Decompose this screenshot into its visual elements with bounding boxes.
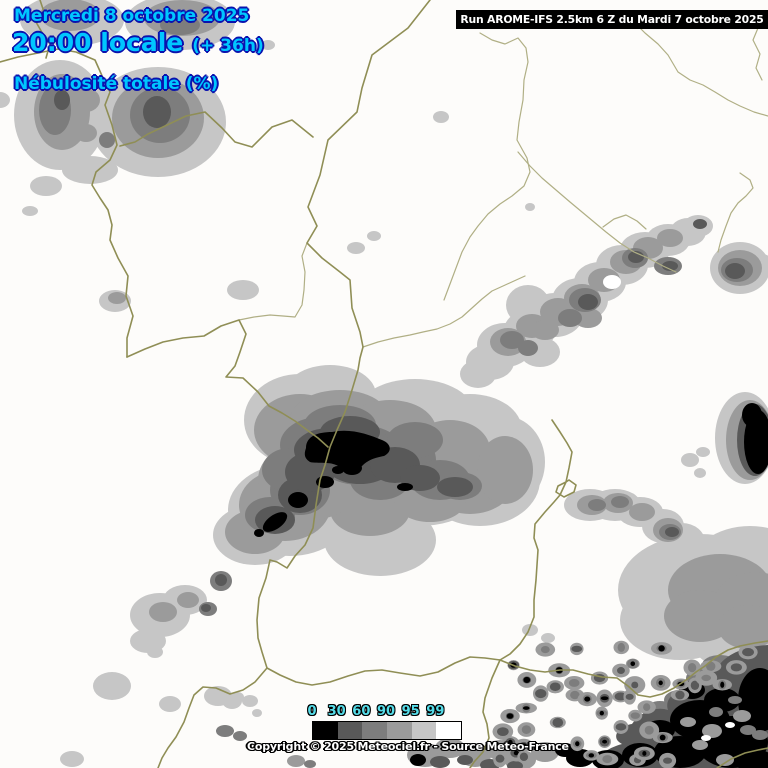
forecast-offset: (+ 36h) [192,36,264,56]
legend-label: 0 [307,704,317,719]
legend-label: 60 [352,704,371,719]
run-info-box: Run AROME-IFS 2.5km 6 Z du Mardi 7 octob… [456,10,768,29]
forecast-time-row: 20:00 locale (+ 36h) [12,28,264,57]
forecast-date: Mercredi 8 octobre 2025 [14,6,250,26]
legend-color-bar [312,721,462,740]
legend-cell [337,722,363,739]
legend-label: 95 [401,704,420,719]
legend-cell [362,722,387,739]
alps-speckle-field [492,640,758,768]
forecast-time: 20:00 locale [12,28,184,57]
copyright-text: Copyright © 2025 Meteociel.fr - Source M… [247,740,569,753]
variable-name: Nébulosité totale (%) [14,74,219,94]
legend-cell [436,722,461,739]
legend-label: 90 [376,704,396,719]
legend-label: 99 [426,704,445,719]
legend-label: 30 [327,704,346,719]
legend-cell [411,722,437,739]
legend-cell [386,722,412,739]
legend-cell [313,722,338,739]
run-info-text: Run AROME-IFS 2.5km 6 Z du Mardi 7 octob… [460,13,764,26]
